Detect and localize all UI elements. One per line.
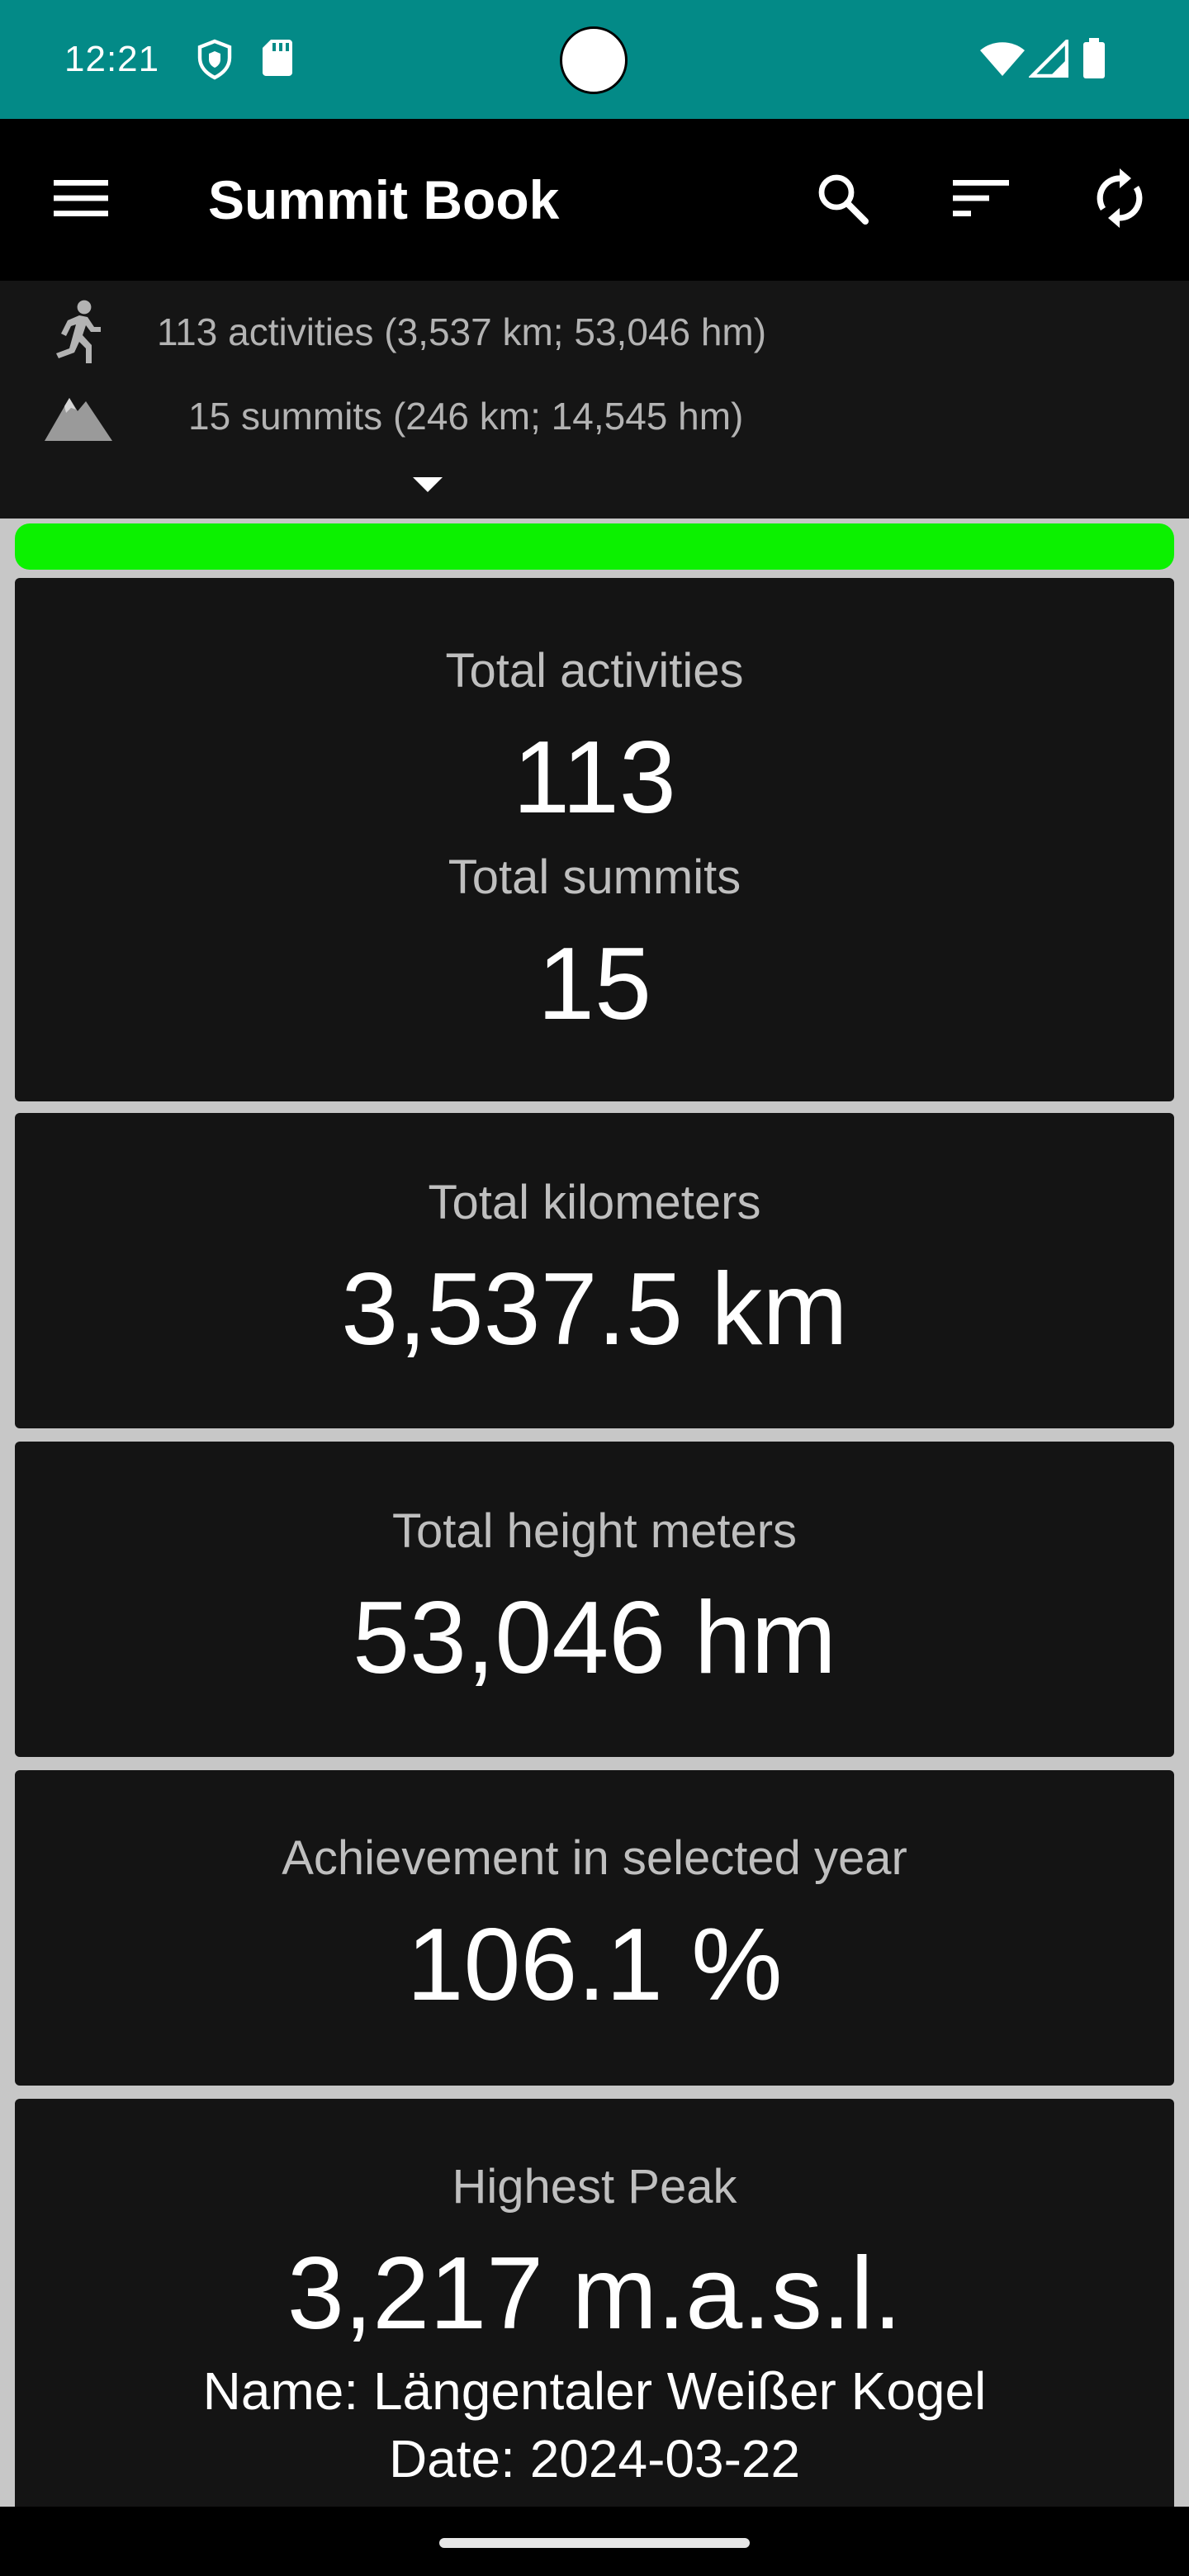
- sort-button[interactable]: [941, 160, 1021, 239]
- card-total-height: Total height meters 53,046 hm: [15, 1442, 1174, 1757]
- sync-icon: [1093, 168, 1146, 232]
- card-total-activities: Total activities 113 Total summits 15: [15, 578, 1174, 1101]
- home-gesture-handle[interactable]: [439, 2538, 750, 2548]
- search-icon: [816, 172, 869, 229]
- card-highest-peak: Highest Peak 3,217 m.a.s.l. Name: Längen…: [15, 2099, 1174, 2528]
- total-activities-label: Total activities: [445, 644, 744, 698]
- card-achievement: Achievement in selected year 106.1 %: [15, 1770, 1174, 2086]
- sort-icon: [953, 178, 1009, 222]
- total-activities-value: 113: [513, 721, 676, 835]
- total-summits-label: Total summits: [448, 850, 741, 904]
- sync-button[interactable]: [1080, 160, 1159, 239]
- page-title: Summit Book: [208, 169, 560, 230]
- total-kilometers-label: Total kilometers: [428, 1176, 761, 1229]
- summary-activities-text: 113 activities (3,537 km; 53,046 hm): [157, 310, 767, 353]
- card-total-kilometers: Total kilometers 3,537.5 km: [15, 1113, 1174, 1428]
- achievement-label: Achievement in selected year: [282, 1831, 907, 1885]
- year-progress-bar: [15, 523, 1174, 570]
- activity-running-icon: [50, 299, 104, 369]
- total-summits-value: 15: [538, 927, 651, 1041]
- highest-peak-date: Date: 2024-03-22: [388, 2429, 801, 2488]
- progress-fill: [15, 523, 1174, 570]
- camera-cutout: [560, 26, 628, 94]
- highest-peak-label: Highest Peak: [452, 2160, 737, 2214]
- achievement-value: 106.1 %: [406, 1908, 783, 2022]
- summary-summits-text: 15 summits (246 km; 14,545 hm): [188, 395, 744, 438]
- battery-icon: [1082, 38, 1121, 81]
- system-navigation-bar: [0, 2507, 1189, 2576]
- sd-card-icon: [261, 38, 301, 81]
- summary-header[interactable]: 113 activities (3,537 km; 53,046 hm) 15 …: [0, 281, 1189, 519]
- highest-peak-name: Name: Längentaler Weißer Kogel: [202, 2361, 987, 2421]
- total-kilometers-value: 3,537.5 km: [341, 1252, 848, 1366]
- signal-icon: [1027, 36, 1069, 83]
- menu-icon: [54, 178, 108, 222]
- app-toolbar: Summit Book: [0, 119, 1189, 281]
- highest-peak-value: 3,217 m.a.s.l.: [287, 2237, 902, 2351]
- status-bar: 12:21: [0, 0, 1189, 119]
- total-height-label: Total height meters: [391, 1504, 798, 1558]
- mountain-icon: [45, 388, 112, 445]
- total-height-value: 53,046 hm: [353, 1581, 836, 1695]
- shield-icon: [195, 38, 234, 81]
- wifi-icon: [979, 40, 1025, 83]
- expand-caret-icon[interactable]: [413, 477, 443, 492]
- status-time: 12:21: [64, 39, 160, 79]
- menu-button[interactable]: [41, 160, 121, 239]
- search-button[interactable]: [803, 160, 882, 239]
